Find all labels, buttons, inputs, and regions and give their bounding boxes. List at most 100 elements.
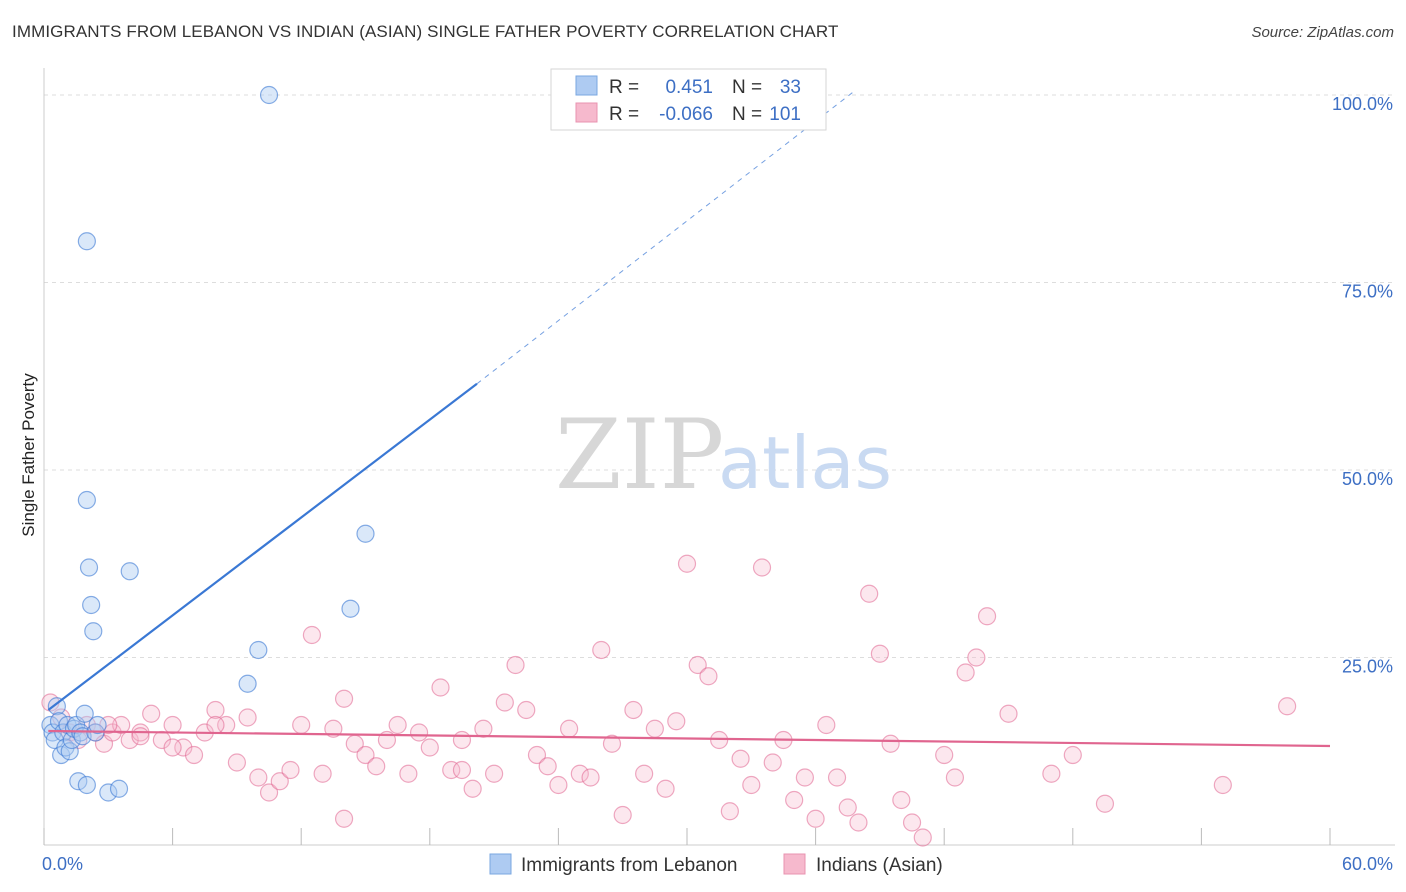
legend-r-value-1: 0.451	[665, 77, 713, 98]
indians-asian-point	[549, 775, 568, 795]
indians-asian-point	[570, 764, 589, 783]
y-tick-labels: 100.0% 75.0% 50.0% 25.0%	[1332, 94, 1393, 677]
indians-asian-point	[517, 700, 536, 720]
indians-asian-point	[174, 738, 193, 757]
indians-asian-point	[463, 779, 482, 798]
indians-asian-point	[452, 730, 472, 750]
indians-asian-point	[324, 719, 343, 738]
lebanon-point	[43, 723, 62, 742]
lebanon-point	[77, 232, 96, 251]
indians-asian-point	[870, 644, 890, 663]
indians-asian-point	[538, 757, 557, 776]
indians-asian-point	[560, 719, 579, 738]
indians-asian-point	[742, 775, 761, 795]
bottom-legend-swatch-pink	[783, 853, 806, 875]
gridlines	[44, 94, 1395, 658]
indians-asian-point	[281, 760, 300, 780]
legend-r-label-1: R =	[609, 77, 639, 98]
indians-asian-point	[806, 809, 825, 828]
indians-asian-points	[41, 554, 1297, 847]
lebanon-trend-extension	[476, 90, 855, 385]
indians-asian-point	[913, 828, 932, 847]
legend-n-value-2: 101	[769, 104, 801, 125]
indians-asian-point	[495, 693, 514, 712]
indians-asian-point	[860, 584, 879, 603]
indians-asian-point	[388, 715, 407, 735]
indians-asian-point	[270, 772, 289, 791]
indians-asian-point	[731, 749, 750, 768]
indians-asian-point	[1063, 745, 1082, 765]
lebanon-point	[82, 595, 101, 615]
y-tick-label: 25.0%	[1342, 657, 1393, 677]
lebanon-point	[84, 622, 103, 641]
indians-asian-point	[527, 745, 547, 765]
source-label: Source: ZipAtlas.com	[1251, 24, 1394, 41]
indians-asian-point	[838, 798, 857, 817]
trend-lines	[47, 90, 1331, 748]
indians-asian-point	[752, 558, 772, 577]
indians-asian-point	[259, 783, 279, 802]
lebanon-point	[109, 779, 129, 798]
indians-asian-point	[112, 715, 131, 735]
indians-asian-point	[249, 768, 268, 787]
series-legend: Immigrants from Lebanon Indians (Asian)	[489, 853, 943, 876]
indians-asian-point	[817, 715, 836, 735]
indians-asian-point	[420, 738, 439, 757]
indians-asian-point	[999, 704, 1018, 723]
indians-asian-point	[452, 760, 472, 780]
lebanon-point	[259, 85, 279, 105]
x-tick-label-max: 60.0%	[1342, 854, 1393, 874]
indians-asian-point	[677, 554, 697, 573]
lebanon-point	[79, 558, 99, 577]
indians-asian-point	[356, 745, 375, 765]
lebanon-point	[77, 490, 96, 510]
legend-n-value-1: 33	[780, 77, 801, 98]
indians-asian-point	[624, 700, 643, 720]
indians-asian-point	[956, 663, 975, 682]
indians-asian-point	[131, 727, 150, 746]
indians-asian-point	[1095, 794, 1115, 813]
indians-asian-point	[763, 753, 782, 772]
indians-asian-point	[474, 719, 493, 738]
indians-asian-point	[827, 768, 847, 787]
indians-asian-point	[1278, 697, 1297, 716]
indians-asian-point	[506, 655, 525, 675]
bottom-legend-swatch-blue	[489, 853, 512, 875]
lebanon-points	[41, 85, 375, 802]
indians-asian-point	[785, 790, 804, 810]
lebanon-point	[249, 640, 268, 660]
legend-r-label-2: R =	[609, 104, 639, 125]
lebanon-point	[99, 783, 118, 802]
y-tick-label: 75.0%	[1342, 282, 1393, 302]
lebanon-point	[75, 704, 94, 723]
indians-asian-point	[699, 667, 718, 686]
indians-asian-point	[334, 809, 354, 828]
indians-asian-point	[334, 689, 354, 708]
indians-asian-point	[977, 607, 997, 626]
lebanon-point	[120, 562, 139, 581]
lebanon-point	[238, 674, 257, 693]
indians-asian-point	[163, 738, 182, 757]
indians-asian-point	[935, 745, 954, 765]
legend-r-value-2: -0.066	[659, 104, 713, 125]
y-tick-label: 50.0%	[1342, 469, 1393, 489]
y-tick-label: 100.0%	[1332, 94, 1393, 114]
indians-asian-point	[945, 768, 965, 787]
indians-asian-point	[313, 764, 332, 783]
bottom-legend-label-indians: Indians (Asian)	[816, 855, 943, 876]
indians-asian-point	[902, 813, 922, 832]
legend-n-label-1: N =	[732, 77, 762, 98]
axes	[43, 68, 1395, 846]
indians-asian-point	[163, 715, 182, 735]
lebanon-point	[356, 524, 375, 543]
watermark-zip: ZIP	[555, 399, 724, 511]
indians-asian-point	[409, 723, 429, 742]
indians-asian-point	[656, 779, 675, 798]
y-axis-label: Single Father Poverty	[19, 373, 38, 537]
indians-asian-point	[442, 760, 461, 780]
indians-asian-point	[1042, 764, 1061, 783]
indians-asian-point	[238, 708, 257, 727]
lebanon-point	[60, 742, 79, 761]
bottom-legend-label-lebanon: Immigrants from Lebanon	[521, 855, 738, 876]
